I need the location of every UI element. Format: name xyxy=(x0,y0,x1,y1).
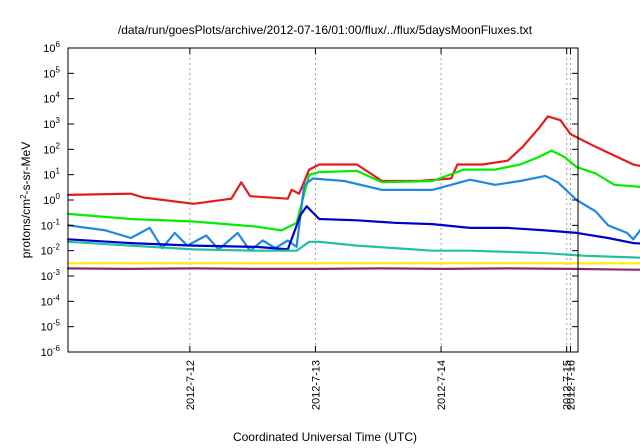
y-tick-label-exp: 3 xyxy=(56,116,61,125)
series-line xyxy=(66,115,640,205)
x-tick-label: 2012-7-12 xyxy=(185,360,197,410)
y-tick-label-exp: 2 xyxy=(56,141,61,150)
y-tick-label-exp: -6 xyxy=(53,344,61,353)
y-tick-label: 10-5 xyxy=(41,319,61,334)
y-tick-label: 10-2 xyxy=(41,243,61,258)
chart-title: /data/run/goesPlots/archive/2012-07-16/0… xyxy=(118,23,533,37)
y-tick-label-base: 10 xyxy=(41,271,53,283)
y-tick-label-base: 10 xyxy=(43,119,55,131)
x-tick-label: 2012-7-13 xyxy=(310,360,322,410)
y-tick-label-exp: 0 xyxy=(56,192,61,201)
plot-frame xyxy=(67,47,579,353)
y-tick-label-exp: 4 xyxy=(56,91,61,100)
y-tick-label: 10-1 xyxy=(41,217,61,232)
y-tick-label: 101 xyxy=(43,167,60,182)
grid-layer xyxy=(189,48,571,352)
y-axis-label-main: protons/cm xyxy=(19,199,33,258)
y-tick-label: 100 xyxy=(43,192,60,207)
y-tick-label-base: 10 xyxy=(41,246,53,258)
y-tick-label-exp: 5 xyxy=(56,65,61,74)
y-tick-label-base: 10 xyxy=(41,322,53,334)
series-line xyxy=(66,267,640,271)
x-axis: 2012-7-12 2012-7-13 2012-7-14 2012-7-152012… xyxy=(185,48,577,410)
y-axis: 10610510410310210110010-110-210-310-410-… xyxy=(41,40,578,359)
y-axis-label-rest: -s-sr-MeV xyxy=(19,142,33,195)
x-tick-label: 2012-7-15 xyxy=(562,360,574,410)
series-line xyxy=(66,205,640,251)
y-tick-label-base: 10 xyxy=(43,68,55,80)
y-axis-label: protons/cm2-s-sr-MeV xyxy=(19,142,33,258)
x-tick-label: 2012-7-16 xyxy=(565,360,577,410)
x-tick-label: 2012-7-14 xyxy=(436,360,448,410)
y-tick-label: 106 xyxy=(43,40,60,55)
y-tick-label-base: 10 xyxy=(43,144,55,156)
y-tick-label: 103 xyxy=(43,116,60,131)
y-tick-label: 10-6 xyxy=(41,344,61,359)
y-tick-label: 10-4 xyxy=(41,293,61,308)
y-tick-label-base: 10 xyxy=(41,220,53,232)
y-tick-label-exp: -5 xyxy=(53,319,61,328)
y-tick-label-exp: 1 xyxy=(56,167,61,176)
y-tick-label: 102 xyxy=(43,141,60,156)
series-line xyxy=(66,149,640,232)
y-tick-label-exp: -2 xyxy=(53,243,61,252)
series-line xyxy=(66,174,640,252)
y-tick-label: 104 xyxy=(43,91,60,106)
y-tick-label: 10-3 xyxy=(41,268,61,283)
x-axis-label: Coordinated Universal Time (UTC) xyxy=(233,430,417,444)
y-tick-label-base: 10 xyxy=(43,43,55,55)
y-tick-label: 105 xyxy=(43,65,60,80)
y-tick-label-base: 10 xyxy=(41,347,53,359)
y-tick-label-exp: -4 xyxy=(53,293,61,302)
y-tick-label-base: 10 xyxy=(43,170,55,182)
y-axis-label-sup: 2 xyxy=(19,194,28,199)
y-tick-label-base: 10 xyxy=(43,195,55,207)
y-tick-label-exp: -1 xyxy=(53,217,61,226)
series-layer xyxy=(66,115,640,271)
y-tick-label-exp: -3 xyxy=(53,268,61,277)
y-tick-label-base: 10 xyxy=(43,94,55,106)
y-tick-label-base: 10 xyxy=(41,296,53,308)
y-tick-label-exp: 6 xyxy=(56,40,61,49)
series-line xyxy=(66,240,640,259)
